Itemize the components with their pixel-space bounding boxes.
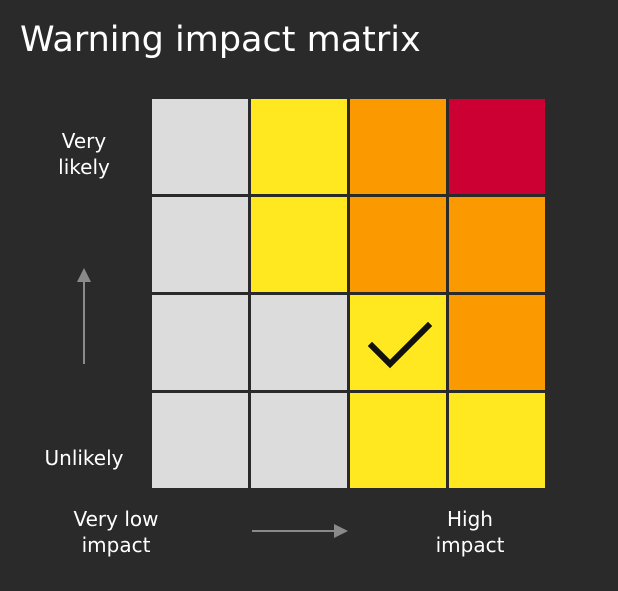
impact-matrix-grid	[150, 97, 551, 493]
likelihood-high-label-line-2: likely	[58, 155, 110, 179]
matrix-cell-r2-c1-none	[251, 295, 347, 390]
impact-high-label-line-1: High	[447, 507, 493, 531]
matrix-cell-r0-c0-none	[152, 99, 248, 194]
matrix-cell-r0-c2-amber	[350, 99, 446, 194]
matrix-cell-r2-c3-amber	[449, 295, 545, 390]
matrix-cell-r1-c3-amber	[449, 197, 545, 292]
matrix-cell-r2-c2-yellow	[350, 295, 446, 390]
impact-low-label: Very low impact	[58, 506, 174, 558]
matrix-cell-r1-c1-yellow	[251, 197, 347, 292]
matrix-cell-r2-c0-none	[152, 295, 248, 390]
checkmark-icon	[368, 322, 432, 369]
likelihood-low-label: Unlikely	[44, 446, 124, 470]
likelihood-high-label: Very likely	[40, 128, 128, 180]
matrix-cell-r1-c0-none	[152, 197, 248, 292]
matrix-cell-r0-c3-red	[449, 99, 545, 194]
page-title: Warning impact matrix	[20, 20, 421, 60]
impact-high-label-line-2: impact	[435, 533, 505, 557]
matrix-cell-r3-c1-none	[251, 393, 347, 488]
matrix-cell-r3-c0-none	[152, 393, 248, 488]
arrow-right-icon	[252, 524, 348, 538]
matrix-cell-r1-c2-amber	[350, 197, 446, 292]
impact-low-label-line-2: impact	[81, 533, 151, 557]
matrix-cell-r0-c1-yellow	[251, 99, 347, 194]
matrix-cell-r3-c3-yellow	[449, 393, 545, 488]
matrix-cell-r3-c2-yellow	[350, 393, 446, 488]
likelihood-high-label-line-1: Very	[61, 129, 107, 153]
impact-high-label: High impact	[420, 506, 520, 558]
impact-low-label-line-1: Very low	[73, 507, 159, 531]
arrow-up-icon	[77, 268, 91, 364]
